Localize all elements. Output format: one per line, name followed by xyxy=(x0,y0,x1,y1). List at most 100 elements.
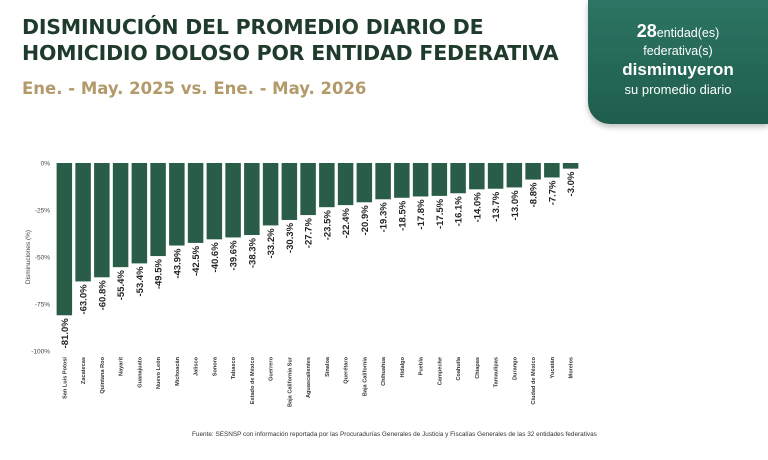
bar xyxy=(544,163,560,178)
bars-group xyxy=(56,163,579,316)
bar xyxy=(431,163,448,196)
bar xyxy=(356,163,373,203)
category-label: Puebla xyxy=(419,356,425,375)
category-label: Jalisco xyxy=(194,356,200,376)
y-axis: 0% -25% -50% -75% -100% xyxy=(31,161,50,356)
category-label: Coahuila xyxy=(456,356,462,381)
bar xyxy=(319,163,335,208)
bar xyxy=(506,163,523,188)
bar xyxy=(375,163,391,200)
category-labels-group: San Luis Potosí Zacatecas Quintana Roo Naya… xyxy=(62,356,574,407)
category-label: Baja California xyxy=(362,356,368,396)
callout-line-2: federativa(s) xyxy=(643,44,713,58)
y-tick-label: 0% xyxy=(41,161,51,168)
bar xyxy=(562,163,579,169)
category-label: Sonora xyxy=(212,356,218,376)
bar xyxy=(187,163,204,243)
bar xyxy=(262,163,279,226)
bar xyxy=(150,163,166,257)
category-label: Campeche xyxy=(437,357,443,385)
category-label: Zacatecas xyxy=(81,357,87,384)
value-label: -27.7% xyxy=(304,218,315,249)
category-label: Baja California Sur xyxy=(287,356,293,407)
bar xyxy=(225,163,241,238)
bar xyxy=(244,163,260,236)
value-label: -19.3% xyxy=(379,202,390,233)
category-label: Guanajuato xyxy=(137,356,143,387)
value-label: -17.5% xyxy=(435,198,446,229)
bar xyxy=(131,163,148,264)
value-label: -49.5% xyxy=(154,259,165,290)
value-label: -14.0% xyxy=(472,192,483,223)
value-label: -8.8% xyxy=(529,182,540,207)
bar xyxy=(525,163,541,180)
category-label: Morelos xyxy=(569,357,575,378)
y-axis-label: Disminuciones (%) xyxy=(25,230,32,284)
value-label: -53.4% xyxy=(135,266,146,297)
callout-line-1: 28entidad(es) xyxy=(588,21,768,42)
category-label: Guerrero xyxy=(269,356,275,381)
value-label: -81.0% xyxy=(60,318,71,349)
value-label: -23.5% xyxy=(322,210,333,241)
value-label: -43.9% xyxy=(172,248,183,279)
value-label: -13.0% xyxy=(510,190,521,221)
y-tick-label: -25% xyxy=(35,208,50,215)
callout-line-4: su promedio diario xyxy=(624,82,732,97)
value-label: -22.4% xyxy=(341,208,352,239)
bar xyxy=(281,163,298,220)
value-label: -63.0% xyxy=(79,284,90,315)
category-label: Chihuahua xyxy=(381,356,387,386)
category-label: Michoacán xyxy=(175,356,181,385)
callout-line-3: disminuyeron xyxy=(622,60,734,79)
category-label: Chiapas xyxy=(475,357,481,379)
bar xyxy=(487,163,504,189)
category-label: Sinaloa xyxy=(325,356,331,377)
category-label: Aguascalientes xyxy=(306,357,312,398)
value-label: -30.3% xyxy=(285,222,296,253)
bar xyxy=(300,163,316,216)
source-note: Fuente: SESNSP con información reportada… xyxy=(192,431,597,438)
callout-entity-label: entidad(es) xyxy=(656,26,720,40)
category-label: Ciudad de México xyxy=(531,356,537,404)
bar xyxy=(337,163,354,206)
bar xyxy=(75,163,91,282)
bar-chart: 0% -25% -50% -75% -100% -81.0% -63.0% -60.8% -5… xyxy=(25,161,579,407)
value-label: -18.5% xyxy=(397,200,408,231)
value-label: -17.8% xyxy=(416,199,427,230)
value-label: -20.9% xyxy=(360,205,371,236)
bar xyxy=(206,163,223,240)
category-label: Nuevo León xyxy=(156,356,162,389)
category-label: Estado de México xyxy=(250,356,256,404)
value-label: -13.7% xyxy=(491,191,502,222)
value-label: -40.6% xyxy=(210,242,221,273)
y-tick-label: -100% xyxy=(31,349,50,356)
summary-callout: 28entidad(es) federativa(s) disminuyeron… xyxy=(588,0,768,124)
category-label: Tamaulipas xyxy=(494,357,500,387)
category-label: San Luis Potosí xyxy=(62,357,68,399)
bar xyxy=(112,163,129,268)
page-title: DISMINUCIÓN DEL PROMEDIO DIARIO DE HOMIC… xyxy=(22,15,559,65)
y-tick-label: -75% xyxy=(35,302,50,309)
value-label: -3.0% xyxy=(566,171,577,196)
bar xyxy=(469,163,485,190)
value-label: -38.3% xyxy=(247,237,258,268)
value-label: -42.5% xyxy=(191,245,202,276)
value-labels-group: -81.0% -63.0% -60.8% -55.4% -53.4% -49.5% -43.… xyxy=(60,171,577,348)
category-label: Querétaro xyxy=(344,356,350,383)
bar xyxy=(450,163,466,194)
bar xyxy=(412,163,429,197)
bar xyxy=(94,163,110,278)
bar xyxy=(56,163,73,316)
value-label: -7.7% xyxy=(547,180,558,205)
callout-count: 28 xyxy=(636,21,657,41)
bar xyxy=(169,163,185,246)
category-label: Tabasco xyxy=(231,356,237,379)
value-label: -16.1% xyxy=(454,196,465,227)
category-label: Hidalgo xyxy=(400,356,406,377)
category-label: Quintana Roo xyxy=(100,356,106,393)
value-label: -60.8% xyxy=(97,280,108,311)
bar xyxy=(394,163,410,198)
category-label: Yucatán xyxy=(550,356,556,378)
value-label: -39.6% xyxy=(229,240,240,271)
category-label: Durango xyxy=(512,356,518,380)
